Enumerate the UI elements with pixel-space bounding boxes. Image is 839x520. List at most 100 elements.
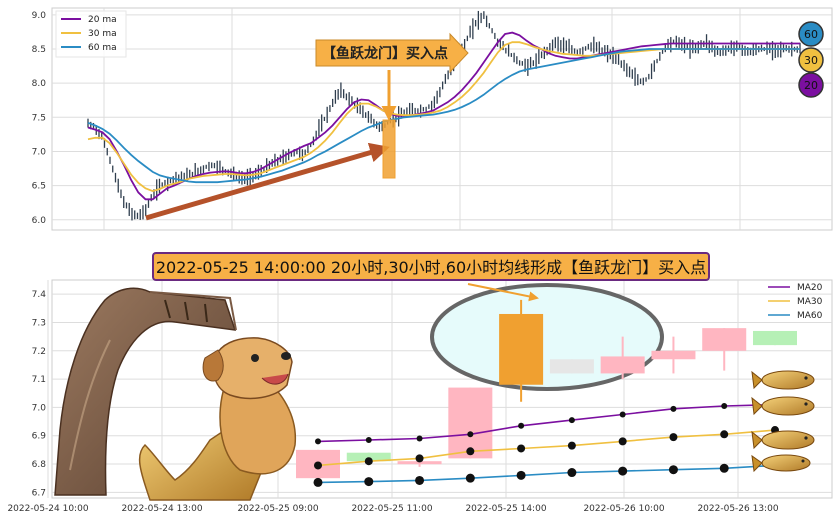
chart-title: 2022-05-25 14:00:00 20小时,30小时,60小时均线形成【鱼… [156, 258, 706, 277]
bottom-ma-line-MA20 [317, 403, 776, 443]
top-y-tick-label: 8.5 [32, 45, 46, 55]
bottom-ma-point-MA30 [567, 441, 576, 450]
candle-body [499, 313, 544, 385]
top-y-tick-label: 7.0 [32, 147, 47, 157]
bottom-ma-point-MA60 [516, 470, 526, 480]
candle-body [702, 328, 747, 351]
bottom-legend: MA20 MA30 MA60 [768, 283, 823, 321]
bottom-ma-line-MA60 [317, 464, 776, 484]
top-y-tick-label: 6.5 [32, 182, 46, 192]
bottom-ma-point-MA60 [719, 463, 729, 473]
candle-body [600, 356, 645, 374]
candle-body [448, 387, 493, 459]
badge-30 [798, 47, 824, 73]
title-banner-box [152, 252, 710, 281]
banner-pointer-arrow [467, 283, 539, 302]
top-y-ticks: 6.0 6.5 7.0 7.5 8.0 8.5 9.0 [32, 11, 47, 226]
bottom-ma-point-MA60 [567, 468, 577, 478]
candle [499, 299, 544, 402]
candle [753, 330, 797, 346]
bottom-ma-point-MA20 [619, 411, 626, 418]
bottom-ma-point-MA30 [618, 437, 627, 446]
bottom-ma-line-MA30 [317, 429, 776, 467]
top-ma-line-20-ma [87, 31, 800, 201]
candle-body [346, 452, 391, 462]
top-ma-line-60-ma [87, 48, 800, 184]
top-y-tick-label: 6.0 [32, 216, 47, 226]
candle [549, 359, 594, 374]
koi-fish-icon [751, 454, 811, 473]
bottom-ma-point-MA20 [315, 438, 321, 445]
signal-bar [382, 119, 396, 179]
bottom-x-tick-label: 2022-05-24 13:00 [121, 504, 202, 514]
bottom-ma-point-MA60 [618, 466, 628, 476]
candle [600, 336, 645, 380]
bottom-ma-point-MA30 [720, 430, 729, 439]
legend-label-ma60: MA60 [797, 311, 823, 321]
bottom-ma-point-MA60 [313, 477, 323, 487]
candle-body [397, 461, 442, 465]
trend-arrow [145, 142, 390, 221]
bottom-y-tick-label: 7.2 [32, 347, 46, 357]
bottom-x-tick-label: 2022-05-26 13:00 [697, 504, 778, 514]
bottom-y-tick-label: 6.8 [32, 460, 47, 470]
top-y-tick-label: 9.0 [32, 11, 47, 21]
bottom-candles [296, 299, 797, 479]
bottom-ma-point-MA30 [669, 433, 678, 442]
bottom-ma-point-MA20 [467, 431, 474, 438]
badge-60 [798, 21, 824, 47]
annotation-callout [315, 32, 469, 74]
candle-body [753, 330, 797, 346]
bottom-ma-point-MA60 [668, 465, 678, 475]
bottom-x-tick-label: 2022-05-25 11:00 [351, 504, 432, 514]
title-banner: 2022-05-25 14:00:00 20小时,30小时,60小时均线形成【鱼… [152, 252, 710, 281]
legend-label-60: 60 ma [88, 43, 117, 53]
candle [651, 336, 696, 374]
ma-badges: 60 30 20 [798, 21, 824, 98]
candle-body [549, 359, 594, 374]
bottom-ma-point-MA30 [466, 447, 475, 456]
bottom-ma-point-MA20 [721, 402, 728, 409]
top-panel: 6.0 6.5 7.0 7.5 8.0 8.5 9.0 【鱼跃龙门】买入点 20 ma 30… [32, 7, 833, 231]
badge-20-label: 20 [804, 79, 818, 92]
bottom-y-tick-label: 7.1 [32, 375, 46, 385]
legend-label-ma30: MA30 [797, 297, 823, 307]
bottom-y-tick-label: 6.9 [32, 432, 47, 442]
bottom-x-tick-label: 2022-05-25 09:00 [237, 504, 318, 514]
bottom-ma-point-MA20 [416, 435, 423, 442]
dog-mermaid-illustration [138, 337, 297, 501]
annotation-label: 【鱼跃龙门】买入点 [322, 45, 448, 62]
legend-label-30: 30 ma [88, 29, 117, 39]
bottom-ma-point-MA20 [568, 417, 575, 424]
bottom-ma-point-MA60 [415, 475, 425, 485]
bottom-y-tick-label: 6.7 [32, 488, 46, 498]
bottom-x-tick-label: 2022-05-24 10:00 [7, 504, 88, 514]
bottom-ma-point-MA20 [518, 422, 525, 429]
bottom-ma-point-MA20 [670, 405, 677, 412]
bottom-ma-point-MA30 [314, 461, 322, 470]
top-ma-lines [87, 31, 800, 201]
bottom-y-tick-label: 7.0 [32, 403, 47, 413]
bottom-y-tick-label: 7.3 [32, 318, 46, 328]
bottom-ma-point-MA30 [364, 457, 373, 466]
top-legend: 20 ma 30 ma 60 ma [55, 10, 127, 58]
bottom-ma-point-MA20 [365, 436, 372, 443]
koi-fish-icon [751, 430, 815, 450]
bottom-ma-point-MA60 [364, 477, 374, 487]
koi-fish-icon [751, 396, 815, 416]
koi-fish-icon [751, 370, 815, 390]
bottom-x-tick-label: 2022-05-25 14:00 [465, 504, 546, 514]
candle [448, 387, 493, 459]
candle [702, 328, 747, 371]
legend-label-20: 20 ma [88, 15, 117, 25]
top-y-tick-label: 8.0 [32, 79, 47, 89]
badge-30-label: 30 [804, 54, 818, 67]
bottom-y-tick-label: 7.4 [32, 290, 47, 300]
bottom-ma-point-MA60 [465, 473, 475, 483]
koi-fish-group [751, 370, 815, 473]
bottom-x-tick-label: 2022-05-26 10:00 [583, 504, 664, 514]
top-y-tick-label: 7.5 [32, 113, 46, 123]
bottom-y-ticks: 6.7 6.8 6.9 7.0 7.1 7.2 7.3 7.4 [32, 290, 47, 498]
bottom-x-ticks: 2022-05-24 10:00 2022-05-24 13:00 2022-05-… [7, 504, 778, 514]
